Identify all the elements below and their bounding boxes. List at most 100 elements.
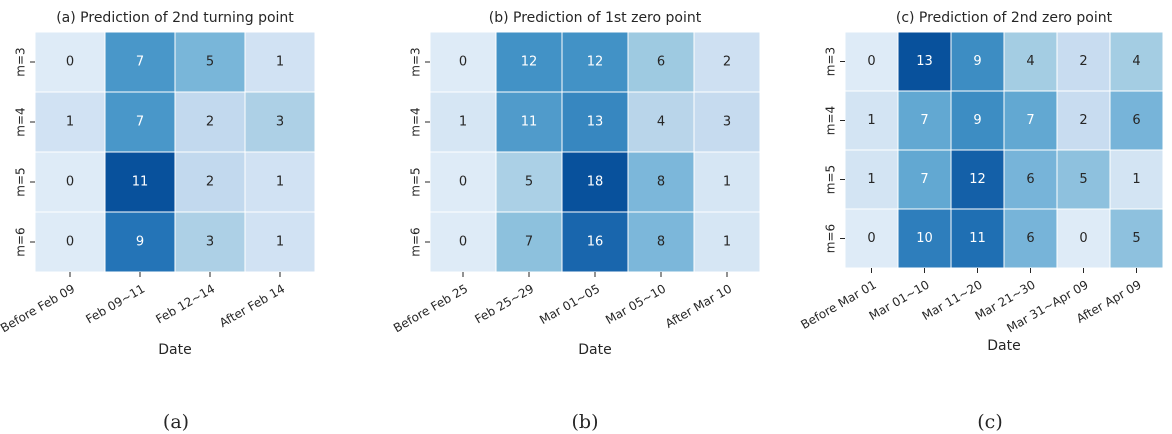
y-tick-label: m=4 [409,107,423,136]
cell-label: 7 [136,115,144,130]
cell-label: 7 [136,55,144,70]
cell-label: 0 [66,235,74,250]
heat-cell [104,31,176,93]
cell-label: 12 [969,172,986,187]
y-tick-label: m=3 [409,47,423,76]
x-axis-label: Date [158,342,191,358]
y-tick-label: m=4 [14,107,28,136]
y-tick-label: m=6 [824,224,838,253]
x-axis-label: Date [987,338,1020,354]
x-tick-label: Before Feb 25 [391,282,470,336]
cell-label: 5 [1079,172,1087,187]
cell-label: 1 [867,113,875,128]
heat-cell [244,151,316,213]
y-tick-label: m=5 [824,165,838,194]
chart-title: (a) Prediction of 2nd turning point [56,10,294,26]
cell-label: 8 [657,235,665,250]
y-tick-label: m=5 [14,167,28,196]
heat-cell [1056,31,1111,92]
cell-label: 10 [916,231,933,246]
cell-label: 2 [206,115,214,130]
heat-cell [244,91,316,153]
heat-cell [950,208,1005,269]
heat-cell [244,211,316,273]
cell-label: 1 [867,172,875,187]
cell-label: 5 [206,55,214,70]
heat-cell [844,31,899,92]
cell-label: 5 [1132,231,1140,246]
cell-label: 11 [521,115,538,130]
heat-cell [104,211,176,273]
cell-label: 7 [1026,113,1034,128]
heat-cell [627,211,695,273]
heat-cell [1109,31,1164,92]
heat-cell [495,91,563,153]
cell-label: 1 [723,175,731,190]
heat-cell [495,31,563,93]
heat-cell [495,211,563,273]
cell-label: 1 [723,235,731,250]
x-tick-label: Feb 12~14 [153,282,217,327]
y-tick-label: m=4 [824,106,838,135]
caption: (b) [572,411,599,433]
cell-label: 1 [276,235,284,250]
heat-cell [429,31,497,93]
x-axis-label: Date [578,342,611,358]
cell-label: 7 [920,172,928,187]
cell-label: 0 [867,231,875,246]
cell-label: 0 [867,54,875,69]
cell-label: 6 [657,55,665,70]
y-tick-label: m=6 [14,227,28,256]
caption: (a) [163,411,189,433]
heat-cell [950,149,1005,210]
cell-label: 6 [1026,172,1034,187]
cell-label: 13 [916,54,933,69]
cell-label: 6 [1026,231,1034,246]
y-tick-label: m=6 [409,227,423,256]
cell-label: 5 [525,175,533,190]
cell-label: 0 [1079,231,1087,246]
cell-label: 12 [521,55,538,70]
cell-label: 2 [1079,54,1087,69]
x-tick-label: Mar 05~10 [603,282,668,328]
cell-label: 12 [587,55,604,70]
chart-title: (b) Prediction of 1st zero point [489,10,702,26]
heat-cell [627,31,695,93]
heat-cell [244,31,316,93]
x-tick-label: Before Feb 09 [0,282,77,336]
cell-label: 7 [525,235,533,250]
cell-label: 4 [657,115,665,130]
cell-label: 6 [1132,113,1140,128]
cell-label: 4 [1026,54,1034,69]
x-tick-label: Before Mar 01 [798,278,878,333]
heat-cell [561,211,629,273]
cell-label: 2 [1079,113,1087,128]
cell-label: 9 [136,235,144,250]
cell-label: 8 [657,175,665,190]
cell-label: 2 [206,175,214,190]
x-tick-label: After Feb 14 [217,282,287,331]
cell-label: 16 [587,235,604,250]
heat-cell [1003,90,1058,151]
heat-cell [627,91,695,153]
cell-label: 7 [920,113,928,128]
y-tick-label: m=5 [409,167,423,196]
heat-cell [561,31,629,93]
cell-label: 18 [587,175,604,190]
cell-label: 11 [132,175,149,190]
cell-label: 3 [206,235,214,250]
x-tick-label: Feb 09~11 [83,282,147,327]
y-tick-label: m=3 [824,47,838,76]
heat-cell [897,149,952,210]
cell-label: 3 [276,115,284,130]
heat-cell [429,211,497,273]
heat-cell [1003,208,1058,269]
heat-cell [693,31,761,93]
cell-label: 2 [723,55,731,70]
cell-label: 1 [1132,172,1140,187]
x-tick-label: Mar 01~05 [537,282,602,328]
cell-label: 11 [969,231,986,246]
cell-label: 0 [66,175,74,190]
cell-label: 0 [459,175,467,190]
